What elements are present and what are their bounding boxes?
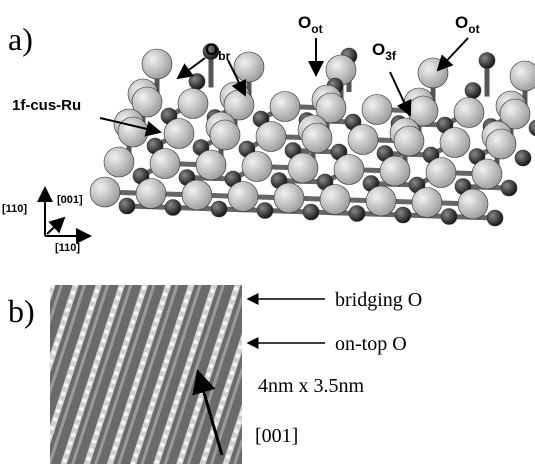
atom (136, 179, 166, 209)
atom (270, 92, 300, 122)
stm-annotations: bridging O on-top O 4nm x 3.5nm [001] (255, 289, 422, 447)
atom (479, 53, 495, 69)
atom (182, 180, 212, 210)
atom (362, 95, 392, 125)
atom-label: O3f (372, 40, 397, 63)
atom (515, 150, 531, 166)
axis-label: [001] (57, 194, 83, 206)
atom (274, 183, 304, 213)
atom (303, 204, 319, 220)
atom (142, 49, 172, 79)
atom (196, 150, 226, 180)
atom (119, 198, 135, 214)
stm-arrows (248, 299, 325, 343)
atom (380, 156, 410, 186)
atom (486, 129, 516, 159)
annotation: on-top O (335, 333, 407, 355)
atom (458, 189, 488, 219)
annotation: [001] (255, 425, 298, 447)
atom (412, 188, 442, 218)
atom (234, 52, 264, 82)
atom (210, 120, 240, 150)
crystal-model (90, 44, 535, 227)
stm-image (50, 285, 242, 464)
atom (440, 128, 470, 158)
atom (256, 122, 286, 152)
atom (150, 149, 180, 179)
crystal-axes: [110] [001] [110] (2, 188, 90, 254)
atom (454, 98, 484, 128)
ru-label: 1f-cus-Ru (12, 97, 81, 114)
atom (426, 158, 456, 188)
atom-label: Oot (298, 13, 323, 36)
atom (441, 209, 457, 225)
atom (320, 185, 350, 215)
atom (211, 201, 227, 217)
atom (164, 119, 194, 149)
atom (334, 155, 364, 185)
axis-label: [110] (2, 203, 27, 215)
atom (501, 180, 517, 196)
atom (165, 200, 181, 216)
atom (395, 207, 411, 223)
atom (418, 58, 448, 88)
atom (349, 206, 365, 222)
atom (348, 125, 378, 155)
atom (90, 177, 120, 207)
atom (366, 186, 396, 216)
atom (529, 120, 535, 136)
atom (242, 152, 272, 182)
atom-label: Oot (455, 13, 480, 36)
atom (394, 126, 424, 156)
axis-label: [110] (55, 242, 80, 254)
atom (288, 153, 318, 183)
atom (189, 74, 205, 90)
panel-label: b) (8, 293, 35, 329)
atom (228, 182, 258, 212)
atom (257, 203, 273, 219)
atom (472, 159, 502, 189)
atom (487, 210, 503, 226)
atom (178, 89, 208, 119)
atom (465, 83, 481, 99)
panel-label: a) (8, 21, 33, 57)
atom (118, 117, 148, 147)
atom (302, 123, 332, 153)
annotation: bridging O (335, 289, 422, 311)
figure: a) Obr Oot O3f Oot 1f-cus-Ru [110] [001]… (0, 0, 535, 464)
annotation: 4nm x 3.5nm (258, 375, 365, 397)
atom (104, 147, 134, 177)
atom (510, 61, 535, 91)
